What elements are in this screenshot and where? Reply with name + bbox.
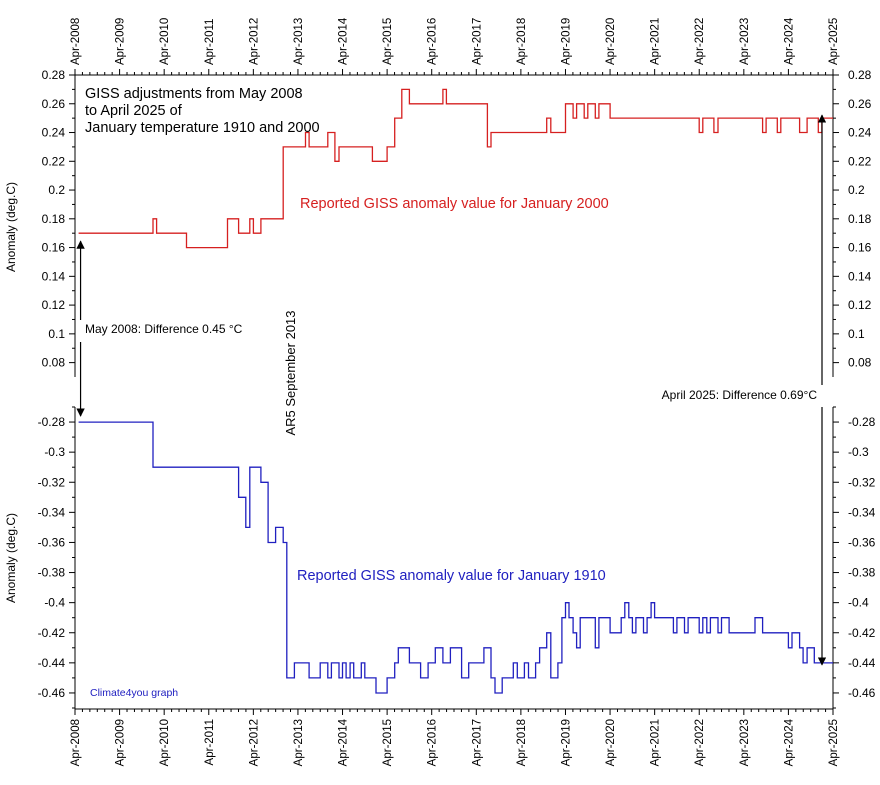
x-tick-label-bottom: Apr-2015 [382,719,394,766]
bottom-ytick-label-right: -0.4 [848,596,869,610]
x-tick-label-bottom: Apr-2025 [828,719,840,766]
series-layer [78,88,833,694]
top-ytick-label-left: 0.26 [42,97,66,111]
x-tick-label-bottom: Apr-2017 [471,719,483,766]
top-ytick-label-right: 0.28 [848,68,872,82]
x-tick-label-top: Apr-2012 [248,18,260,65]
x-tick-label-bottom: Apr-2023 [739,719,751,766]
series-jan-1910-line [78,421,833,694]
top-ytick-label-right: 0.16 [848,241,872,255]
ylabel-top: Anomaly (deg.C) [4,182,18,272]
bottom-ytick-label-right: -0.32 [848,475,876,489]
x-tick-label-bottom: Apr-2009 [115,719,127,766]
april-2025-difference-label: April 2025: Difference 0.69°C [662,388,818,402]
x-tick-label-bottom: Apr-2022 [694,719,706,766]
top-ytick-label-right: 0.18 [848,212,872,226]
top-ytick-label-right: 0.14 [848,269,872,283]
bottom-ytick-label-left: -0.4 [44,596,65,610]
bottom-ytick-label-left: -0.46 [38,686,66,700]
top-ytick-label-right: 0.24 [848,126,872,140]
x-tick-label-bottom: Apr-2024 [783,718,795,766]
bottom-ytick-label-right: -0.36 [848,535,876,549]
x-tick-label-bottom: Apr-2016 [427,719,439,766]
top-ytick-label-right: 0.08 [848,356,872,370]
bottom-ytick-label-left: -0.34 [38,505,66,519]
x-tick-label-bottom: Apr-2008 [70,719,82,766]
bottom-ytick-label-right: -0.34 [848,505,876,519]
x-tick-label-top: Apr-2013 [293,18,305,65]
series-label-2000: Reported GISS anomaly value for January … [300,196,609,212]
top-ytick-label-left: 0.1 [48,327,65,341]
chart-title-line-2: to April 2025 of [85,103,183,119]
top-ytick-label-left: 0.14 [42,269,66,283]
x-tick-label-top: Apr-2020 [605,18,617,65]
bottom-ytick-label-left: -0.28 [38,415,66,429]
x-tick-label-top: Apr-2018 [516,18,528,65]
chart-title-line-1: GISS adjustments from May 2008 [85,86,303,102]
top-ytick-label-left: 0.28 [42,68,66,82]
bottom-ytick-label-right: -0.3 [848,445,869,459]
x-tick-label-bottom: Apr-2020 [605,719,617,766]
series-jan-2000-line [78,88,833,249]
x-tick-label-bottom: Apr-2011 [204,719,216,765]
x-tick-label-top: Apr-2017 [471,18,483,65]
bottom-ytick-label-left: -0.42 [38,626,66,640]
bottom-ytick-label-left: -0.38 [38,566,66,580]
top-ytick-label-left: 0.2 [48,183,65,197]
x-tick-label-top: Apr-2010 [159,18,171,65]
bottom-ytick-label-left: -0.36 [38,535,66,549]
bottom-ytick-label-left: -0.32 [38,475,66,489]
credit-label: Climate4you graph [90,687,178,699]
x-tick-label-top: Apr-2024 [783,17,795,65]
x-tick-label-bottom: Apr-2013 [293,719,305,766]
x-tick-label-bottom: Apr-2019 [560,719,572,766]
axes-layer: Apr-2008 Apr-2008 Apr-2009 Apr-2009 Apr-2010… [38,17,876,766]
top-ytick-label-right: 0.12 [848,298,872,312]
top-ytick-label-right: 0.1 [848,327,865,341]
x-tick-label-top: Apr-2015 [382,18,394,65]
x-tick-label-top: Apr-2011 [204,19,216,65]
top-ytick-label-left: 0.22 [42,154,66,168]
x-tick-label-top: Apr-2016 [427,18,439,65]
chart-title-line-3: January temperature 1910 and 2000 [85,120,320,136]
x-tick-label-top: Apr-2014 [338,17,350,65]
annotation-layer: GISS adjustments from May 2008 to April … [4,86,827,699]
x-tick-label-bottom: Apr-2021 [650,719,662,766]
bottom-ytick-label-right: -0.38 [848,566,876,580]
series-label-1910: Reported GISS anomaly value for January … [297,568,606,584]
bottom-ytick-label-right: -0.46 [848,686,876,700]
may-2008-difference-label: May 2008: Difference 0.45 °C [85,322,243,336]
bottom-ytick-label-right: -0.44 [848,656,876,670]
x-tick-label-top: Apr-2021 [650,18,662,65]
x-tick-label-top: Apr-2008 [70,18,82,65]
x-tick-label-top: Apr-2023 [739,18,751,65]
top-ytick-label-right: 0.22 [848,154,872,168]
ylabel-bottom: Anomaly (deg.C) [4,513,18,603]
bottom-ytick-label-right: -0.28 [848,415,876,429]
x-tick-label-bottom: Apr-2018 [516,719,528,766]
top-ytick-label-left: 0.12 [42,298,66,312]
x-tick-label-bottom: Apr-2014 [338,718,350,766]
x-tick-label-bottom: Apr-2012 [248,719,260,766]
bottom-ytick-label-right: -0.42 [848,626,876,640]
top-ytick-label-left: 0.18 [42,212,66,226]
x-tick-label-top: Apr-2022 [694,18,706,65]
x-tick-label-top: Apr-2019 [560,18,572,65]
bottom-ytick-label-left: -0.3 [44,445,65,459]
ar5-label: AR5 September 2013 [283,310,298,435]
top-ytick-label-right: 0.26 [848,97,872,111]
x-tick-label-bottom: Apr-2010 [159,719,171,766]
x-tick-label-top: Apr-2025 [828,18,840,65]
bottom-ytick-label-left: -0.44 [38,656,66,670]
x-tick-label-top: Apr-2009 [115,18,127,65]
top-ytick-label-left: 0.16 [42,241,66,255]
top-ytick-label-right: 0.2 [848,183,865,197]
top-ytick-label-left: 0.24 [42,126,66,140]
top-ytick-label-left: 0.08 [42,356,66,370]
